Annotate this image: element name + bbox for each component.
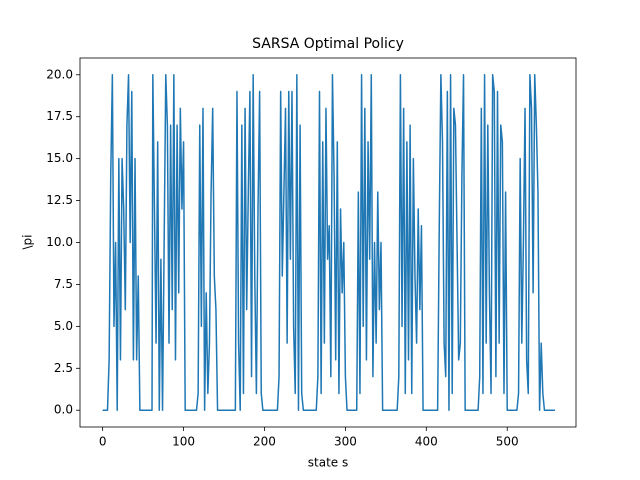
y-tick-label: 12.5 xyxy=(46,193,73,207)
y-tick-label: 10.0 xyxy=(46,235,73,249)
x-axis-label: state s xyxy=(308,456,348,470)
y-tick-label: 17.5 xyxy=(46,109,73,123)
x-tick-label: 200 xyxy=(253,435,276,449)
y-tick-label: 20.0 xyxy=(46,67,73,81)
x-tick-label: 0 xyxy=(99,435,107,449)
y-axis-label: \pi xyxy=(21,235,35,250)
x-tick-label: 300 xyxy=(334,435,357,449)
chart-title: SARSA Optimal Policy xyxy=(252,36,404,52)
x-tick-label: 100 xyxy=(172,435,195,449)
y-tick-label: 5.0 xyxy=(54,319,73,333)
y-tick-label: 7.5 xyxy=(54,277,73,291)
y-tick-label: 15.0 xyxy=(46,151,73,165)
y-tick-label: 2.5 xyxy=(54,361,73,375)
x-tick-label: 400 xyxy=(415,435,438,449)
series-line xyxy=(102,74,555,411)
x-tick-label: 500 xyxy=(496,435,519,449)
y-tick-label: 0.0 xyxy=(54,403,73,417)
